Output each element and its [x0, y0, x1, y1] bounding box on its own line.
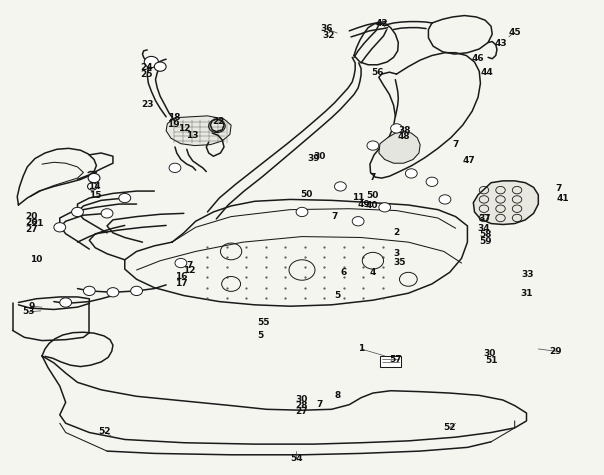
Text: 50: 50: [367, 191, 379, 200]
Text: 30: 30: [483, 349, 495, 358]
Circle shape: [88, 173, 100, 183]
Text: 7: 7: [452, 140, 459, 149]
Circle shape: [379, 203, 391, 212]
Polygon shape: [380, 356, 401, 367]
Polygon shape: [474, 181, 538, 225]
Circle shape: [439, 195, 451, 204]
Text: 27: 27: [296, 407, 308, 416]
Text: 18: 18: [167, 113, 180, 122]
Circle shape: [54, 223, 66, 232]
Text: 52: 52: [98, 427, 111, 436]
Text: 32: 32: [323, 31, 335, 40]
Text: 9: 9: [28, 302, 34, 311]
Circle shape: [367, 141, 379, 150]
Circle shape: [83, 286, 95, 295]
Circle shape: [405, 169, 417, 178]
Circle shape: [352, 217, 364, 226]
Text: 26: 26: [25, 218, 37, 227]
Text: 31: 31: [520, 289, 533, 298]
Text: 46: 46: [471, 54, 484, 63]
Circle shape: [119, 193, 130, 203]
Circle shape: [426, 177, 438, 186]
Text: 40: 40: [365, 201, 378, 210]
Text: 7: 7: [332, 212, 338, 221]
Text: 7: 7: [370, 172, 376, 181]
Circle shape: [88, 183, 97, 190]
Text: 39: 39: [307, 154, 320, 163]
Text: 53: 53: [22, 307, 34, 316]
Circle shape: [154, 62, 166, 71]
Circle shape: [107, 288, 119, 297]
Text: 19: 19: [167, 120, 180, 129]
Text: 7: 7: [316, 400, 323, 409]
Text: 51: 51: [485, 356, 497, 365]
Text: 35: 35: [393, 257, 406, 266]
Text: 22: 22: [212, 117, 224, 126]
Text: 17: 17: [175, 279, 187, 288]
Text: 21: 21: [31, 219, 43, 228]
Text: 8: 8: [335, 391, 341, 400]
Text: 36: 36: [321, 24, 333, 33]
Text: 37: 37: [479, 214, 492, 223]
Text: 25: 25: [140, 70, 153, 79]
Text: 1: 1: [358, 344, 364, 353]
Text: 33: 33: [521, 270, 534, 279]
Text: 27: 27: [25, 225, 37, 234]
Circle shape: [296, 207, 308, 217]
Circle shape: [335, 182, 346, 191]
Text: 43: 43: [495, 39, 507, 48]
Text: 38: 38: [399, 126, 411, 135]
Polygon shape: [166, 116, 231, 145]
Text: 11: 11: [352, 192, 364, 201]
Circle shape: [144, 57, 158, 67]
Text: 28: 28: [296, 400, 308, 409]
Text: 45: 45: [509, 28, 521, 37]
Circle shape: [101, 209, 113, 218]
Circle shape: [72, 207, 83, 217]
Text: 24: 24: [140, 63, 153, 72]
Circle shape: [60, 298, 72, 307]
Text: 57: 57: [389, 355, 402, 364]
Text: 12: 12: [178, 124, 190, 133]
Text: 7: 7: [556, 184, 562, 193]
Text: 59: 59: [479, 237, 492, 246]
Text: 13: 13: [187, 131, 199, 140]
Text: 29: 29: [550, 347, 562, 356]
Text: 5: 5: [335, 291, 341, 300]
Text: 23: 23: [141, 100, 153, 109]
Text: 16: 16: [175, 273, 187, 282]
Text: 12: 12: [184, 266, 196, 275]
Text: 30: 30: [296, 395, 308, 404]
Text: 14: 14: [88, 182, 100, 191]
Circle shape: [175, 258, 187, 268]
Text: 7: 7: [187, 261, 193, 270]
Text: 48: 48: [397, 132, 410, 141]
Text: 20: 20: [25, 212, 37, 221]
Text: 34: 34: [477, 224, 490, 233]
Text: 47: 47: [462, 156, 475, 165]
Text: 10: 10: [30, 255, 42, 264]
Polygon shape: [379, 132, 420, 163]
Text: 5: 5: [257, 331, 264, 340]
Text: 49: 49: [358, 200, 370, 209]
Text: 56: 56: [371, 68, 384, 77]
Text: 55: 55: [257, 318, 270, 327]
Text: 6: 6: [340, 268, 347, 277]
Text: 44: 44: [481, 68, 493, 77]
Circle shape: [130, 286, 143, 295]
Text: 42: 42: [376, 19, 388, 28]
Circle shape: [169, 163, 181, 172]
Text: 2: 2: [393, 228, 400, 238]
Text: 30: 30: [313, 152, 326, 161]
Text: 3: 3: [393, 249, 400, 258]
Text: 15: 15: [89, 191, 101, 200]
Text: 4: 4: [370, 268, 376, 277]
Text: 54: 54: [290, 454, 303, 463]
Text: 41: 41: [557, 193, 570, 202]
Text: 52: 52: [443, 423, 456, 432]
Circle shape: [391, 124, 402, 133]
Text: 58: 58: [479, 230, 492, 239]
Text: 50: 50: [301, 190, 313, 200]
